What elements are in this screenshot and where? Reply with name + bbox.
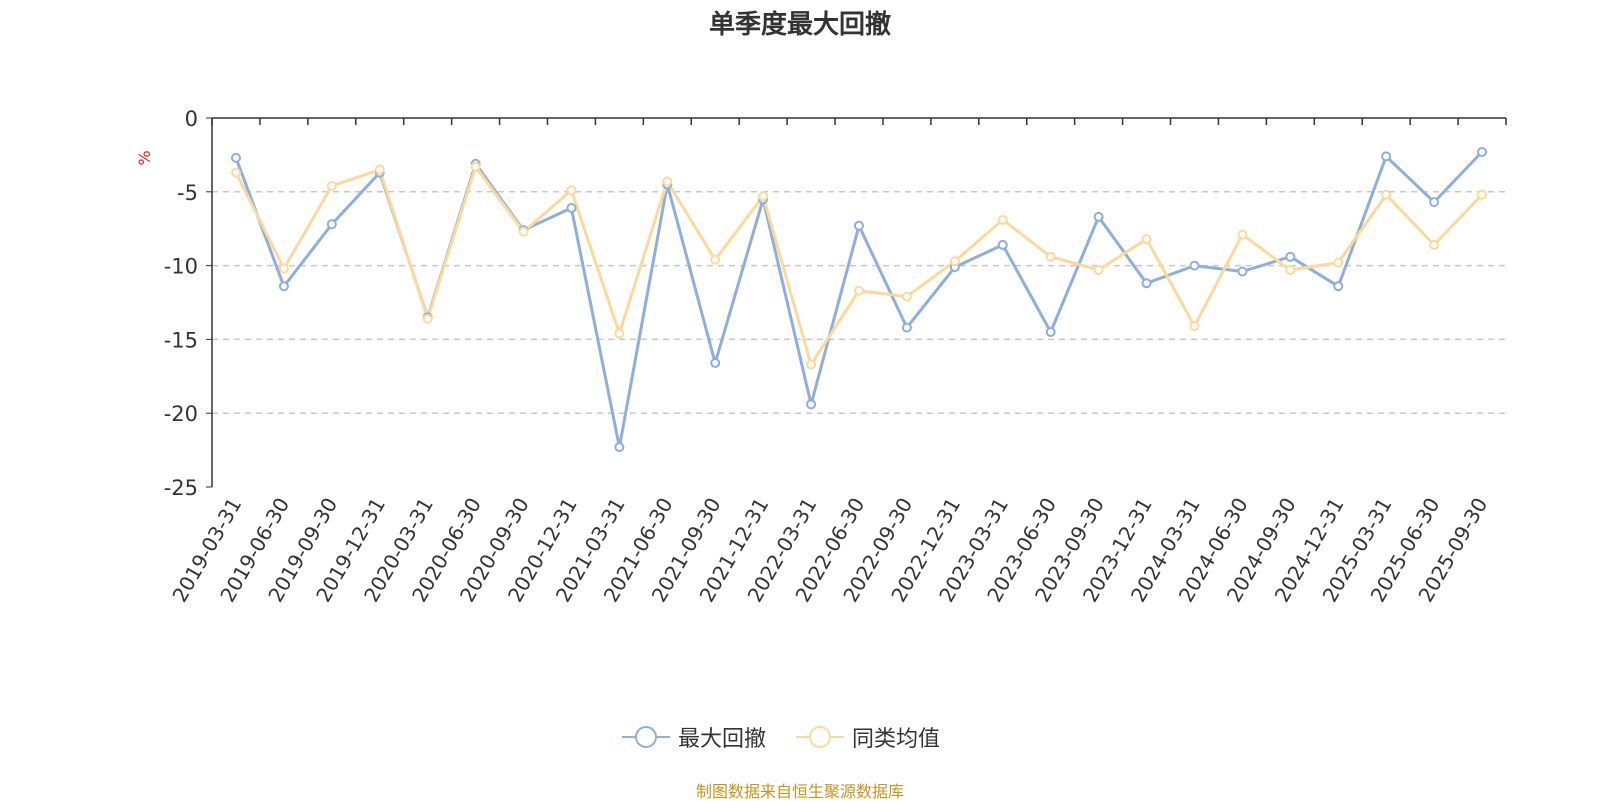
y-tick-label: -15: [164, 328, 198, 352]
y-tick-label: -20: [164, 402, 198, 426]
series-0-point: [326, 219, 337, 230]
series-1-point: [614, 328, 625, 339]
series-1-point: [806, 359, 817, 370]
series-1-point: [566, 185, 577, 196]
series-0-point: [1093, 211, 1104, 222]
series-0-point: [710, 358, 721, 369]
series-1-point: [422, 313, 433, 324]
series-1-point: [662, 176, 673, 187]
legend-symbol-category-average: [796, 726, 844, 748]
series-1-point: [1093, 265, 1104, 276]
y-tick-label: -25: [164, 476, 198, 500]
series-1-point: [1285, 265, 1296, 276]
legend-item-category-average[interactable]: 同类均值: [796, 722, 940, 752]
series-0-point: [1141, 278, 1152, 289]
series-1-point: [1429, 239, 1440, 250]
series-1-point: [1333, 257, 1344, 268]
series-1-point: [901, 291, 912, 302]
series-1-point: [278, 263, 289, 274]
series-0-point: [1477, 146, 1488, 157]
series-0-point: [1189, 260, 1200, 271]
y-tick-label: -10: [164, 255, 198, 279]
series-1-point: [1141, 234, 1152, 245]
series-1-point: [854, 285, 864, 296]
legend-symbol-max-drawdown: [622, 726, 670, 748]
series-0-point: [1285, 251, 1296, 262]
series-1-point: [1477, 189, 1488, 200]
series-1-point: [758, 191, 769, 202]
series-0-point: [614, 442, 625, 453]
chart-title: 单季度最大回撤: [708, 10, 891, 40]
series-0-point: [1045, 327, 1056, 338]
series-0-point: [806, 399, 817, 410]
series-1-point: [470, 161, 481, 172]
series-1-point: [1189, 321, 1200, 332]
y-axis-unit-label: %: [135, 150, 154, 165]
series-1-point: [1381, 189, 1392, 200]
series-0-point: [278, 281, 289, 292]
series-1-point: [326, 180, 337, 191]
legend-item-max-drawdown[interactable]: 最大回撤: [622, 722, 766, 752]
series-1-point: [518, 226, 529, 237]
series-1-point: [1045, 251, 1056, 262]
y-tick-label: -5: [177, 181, 198, 205]
series-1-point: [710, 254, 721, 265]
series-1-point: [1237, 229, 1248, 240]
series-0-point: [1333, 281, 1344, 292]
series-1-point: [230, 167, 241, 178]
data-source-note: 制图数据来自恒生聚源数据库: [695, 782, 904, 801]
series-0-point: [1429, 197, 1440, 208]
series-0-point: [997, 239, 1008, 250]
series-1-point: [997, 214, 1008, 225]
legend-label-max-drawdown: 最大回撤: [678, 727, 767, 752]
series-0-point: [566, 203, 577, 214]
series-0-point: [854, 220, 864, 231]
series-0-point: [230, 152, 241, 163]
series-0-point: [901, 322, 912, 333]
y-tick-label: 0: [185, 107, 198, 131]
series-1-point: [949, 256, 960, 267]
series-0-point: [1237, 266, 1248, 277]
series-1-point: [374, 164, 385, 175]
legend-label-category-average: 同类均值: [852, 727, 941, 752]
series-0-point: [1381, 151, 1392, 162]
